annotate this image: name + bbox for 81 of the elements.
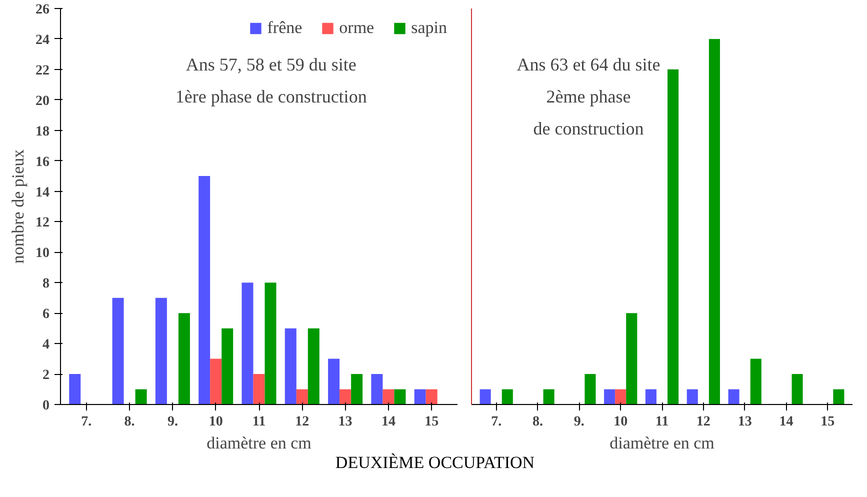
bar (480, 389, 491, 404)
bar (502, 389, 513, 404)
y-tick-label: 16 (36, 154, 50, 170)
bar (296, 389, 308, 404)
x-tick-label: 9. (574, 414, 584, 430)
y-tick-label: 22 (36, 63, 50, 78)
x-tick-label: 7. (491, 414, 502, 430)
x-tick-label: 13 (338, 414, 352, 430)
bar (264, 282, 276, 404)
bar (253, 374, 265, 404)
y-tick-label: 18 (36, 124, 50, 140)
y-tick-label: 24 (36, 32, 50, 48)
bar (69, 374, 81, 404)
bar (668, 69, 679, 404)
bar (135, 389, 147, 404)
annotation: 1ère phase de construction (175, 86, 367, 106)
bar (750, 358, 762, 404)
x-tick-label: 13 (738, 414, 752, 430)
annotation: Ans 63 et 64 du site (516, 54, 660, 74)
bar (210, 358, 222, 404)
bar (351, 374, 363, 404)
x-tick-label: 14 (779, 414, 794, 430)
x-tick-label: 15 (820, 414, 835, 430)
x-tick-label: 10 (614, 414, 628, 430)
bar (340, 389, 352, 404)
y-tick-label: 26 (36, 2, 50, 18)
bar (414, 389, 426, 404)
x-tick-label: 15 (424, 414, 439, 430)
bar (626, 313, 638, 404)
y-tick-label: 6 (42, 307, 50, 322)
bar (371, 374, 383, 404)
x-tick-label: 14 (381, 414, 396, 430)
x-tick-label: 11 (252, 414, 266, 430)
bar (394, 389, 406, 404)
y-axis-title: nombre de pieux (8, 148, 28, 264)
bar (604, 389, 616, 404)
x-axis-title: diamètre en cm (206, 434, 312, 452)
bar (792, 374, 803, 404)
x-tick-label: 12 (295, 414, 310, 430)
y-tick-label: 20 (36, 94, 50, 109)
x-tick-label: 11 (655, 414, 669, 430)
bar (284, 328, 296, 404)
y-tick-label: 14 (36, 185, 50, 200)
y-tick-label: 12 (36, 216, 50, 231)
y-tick-label: 8 (42, 276, 50, 292)
bar (308, 328, 320, 404)
x-tick-label: 7. (81, 414, 92, 430)
bar (833, 389, 844, 404)
bar (155, 298, 167, 404)
bar (328, 358, 340, 404)
bar (426, 389, 438, 404)
x-tick-label: 8. (124, 414, 135, 430)
x-tick-label: 10 (208, 414, 223, 430)
bar (242, 282, 254, 404)
bar (112, 298, 124, 404)
bar (728, 389, 740, 404)
bar (686, 389, 698, 404)
annotation: Ans 57, 58 et 59 du site (186, 54, 356, 74)
x-tick-label: 12 (696, 414, 710, 430)
bar (382, 389, 394, 404)
bar (645, 389, 656, 404)
bar (708, 38, 720, 404)
y-tick-label: 10 (36, 246, 50, 262)
bar (584, 374, 596, 404)
bar (615, 389, 626, 404)
y-tick-label: 2 (42, 368, 50, 384)
x-tick-label: 9. (167, 414, 178, 430)
bar (543, 389, 554, 404)
bar (178, 313, 190, 404)
bar (198, 176, 210, 404)
legend-label: orme (339, 18, 374, 38)
text: DEUXIÈME OCCUPATION (335, 452, 535, 474)
x-tick-label: 8. (532, 414, 544, 430)
y-tick-label: 0 (42, 398, 50, 414)
y-tick-label: 4 (42, 338, 50, 353)
annotation: de construction (533, 118, 644, 138)
legend-label: sapin (411, 18, 447, 38)
bar (222, 328, 234, 404)
annotation: 2ème phase (546, 86, 631, 106)
legend-label: frêne (267, 18, 302, 38)
x-axis-title: diamètre en cm (610, 434, 714, 452)
